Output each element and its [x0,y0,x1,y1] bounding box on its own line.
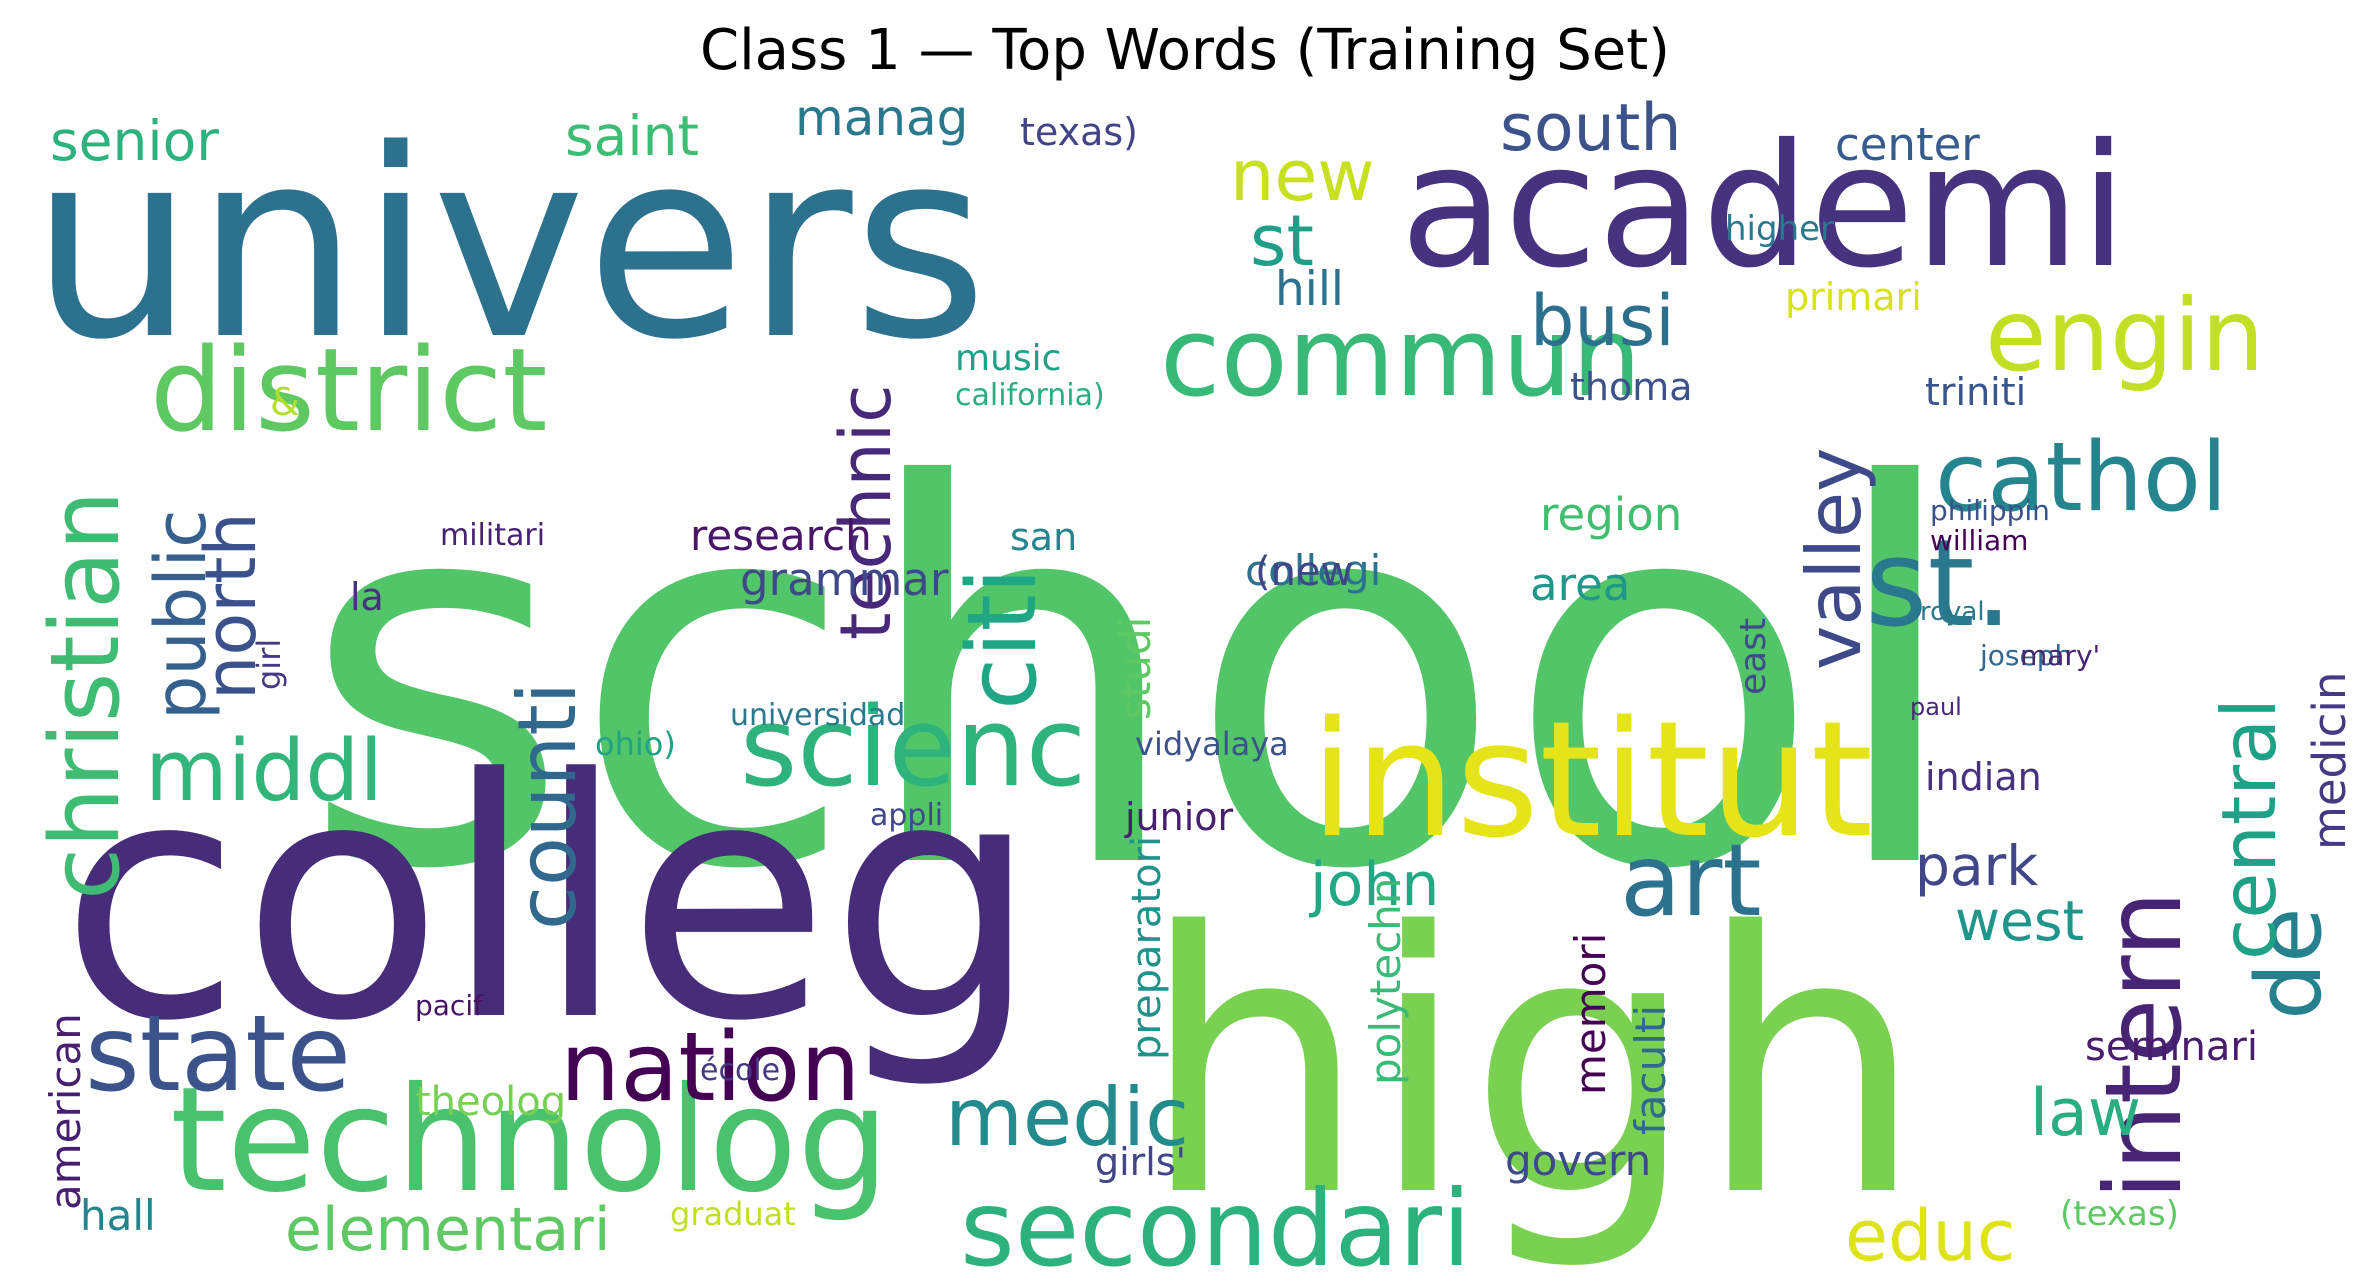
word-46: grammar [740,553,949,606]
word-1: school [300,377,1967,983]
word-37: park [1915,834,2038,898]
word-60: (new [1255,549,1353,595]
word-64: texas) [1020,110,1138,154]
word-42: manag [795,89,968,147]
word-58: preparatori [1124,836,1170,1060]
word-72: junior [1124,795,1234,839]
word-80: appli [870,798,943,833]
word-24: medic [945,1071,1189,1164]
word-75: (texas) [2060,1194,2179,1234]
word-27: elementari [285,1195,611,1265]
word-54: theolog [415,1079,566,1125]
word-19: art [1620,822,1762,939]
word-74: east [1733,618,1774,695]
word-28: busi [1530,280,1675,362]
word-70: higher [1725,209,1834,249]
word-78: california) [955,378,1105,413]
word-23: de [2237,908,2342,1021]
word-87: william [1930,524,2028,557]
word-33: new [1230,135,1375,217]
word-52: memori [1566,933,1615,1095]
word-47: region [1540,488,1682,541]
word-65: seminari [2085,1024,2258,1070]
word-67: primari [1785,275,1922,319]
word-3: high [1140,856,1925,1275]
word-61: la [350,575,384,619]
word-2: colleg [60,709,1039,1093]
word-88: joseph [1979,639,2072,672]
word-89: mary' [2020,639,2100,672]
word-17: cathol [1935,423,2227,533]
word-18: christian [31,491,141,900]
word-43: medicin [2303,672,2356,850]
word-30: north [190,512,272,700]
word-10: commun [1160,293,1642,421]
word-14: nation [560,1013,860,1123]
word-84: école [700,1053,780,1088]
word-34: st [1250,200,1314,282]
word-83: universidad [730,698,905,733]
word-8: district [150,324,548,458]
word-57: studi [1111,617,1160,720]
word-38: west [1955,889,2084,953]
word-71: girls' [1095,1140,1186,1184]
word-35: law [2030,1076,2141,1151]
word-13: st. [1865,515,2013,654]
word-5: academi [1400,108,2127,306]
word-6: institut [1310,686,1873,873]
word-32: technic [825,384,907,640]
word-7: technolog [170,1056,889,1225]
word-68: triniti [1925,370,2026,414]
chart-title: Class 1 — Top Words (Training Set) [700,18,1670,83]
word-91: paul [1910,693,1962,721]
word-76: ohio) [595,725,676,763]
word-73: music [955,338,1061,379]
word-53: polytechn [1361,877,1410,1085]
word-16: engin [1985,277,2265,394]
word-48: area [1530,558,1630,611]
word-86: philippin [1930,494,2050,527]
word-40: saint [565,104,699,168]
word-85: pacif [415,989,484,1022]
word-81: vidyalaya [1135,725,1289,763]
word-31: valley [1790,447,1878,670]
word-12: secondari [960,1168,1471,1285]
word-39: south [1500,91,1682,166]
word-62: san [1010,515,1077,559]
word-20: citi [948,568,1058,710]
word-77: graduat [670,1195,796,1233]
word-51: faculti [1626,1005,1675,1135]
word-56: research [690,511,872,560]
word-26: educ [1845,1195,2015,1277]
word-79: girl [250,639,288,690]
word-15: intern [2083,891,2205,1200]
word-82: militari [440,518,545,553]
word-9: scienc [740,683,1086,811]
word-4: univers [30,95,988,397]
word-44: hill [1275,262,1344,317]
word-45: center [1835,118,1980,171]
word-50: govern [1505,1136,1651,1185]
word-90: royal [1920,597,1985,627]
word-63: & [270,380,300,424]
word-29: public [140,509,222,720]
word-25: central [2205,698,2293,960]
word-55: american [41,1013,90,1210]
word-69: indian [1925,755,2042,799]
word-22: counti [501,682,594,930]
word-49: hall [80,1191,156,1240]
word-11: state [85,993,351,1115]
word-36: john [1308,850,1439,920]
word-66: thoma [1570,365,1693,409]
word-59: collegi [1245,546,1381,595]
word-41: senior [50,109,219,173]
word-21: middl [145,722,383,821]
